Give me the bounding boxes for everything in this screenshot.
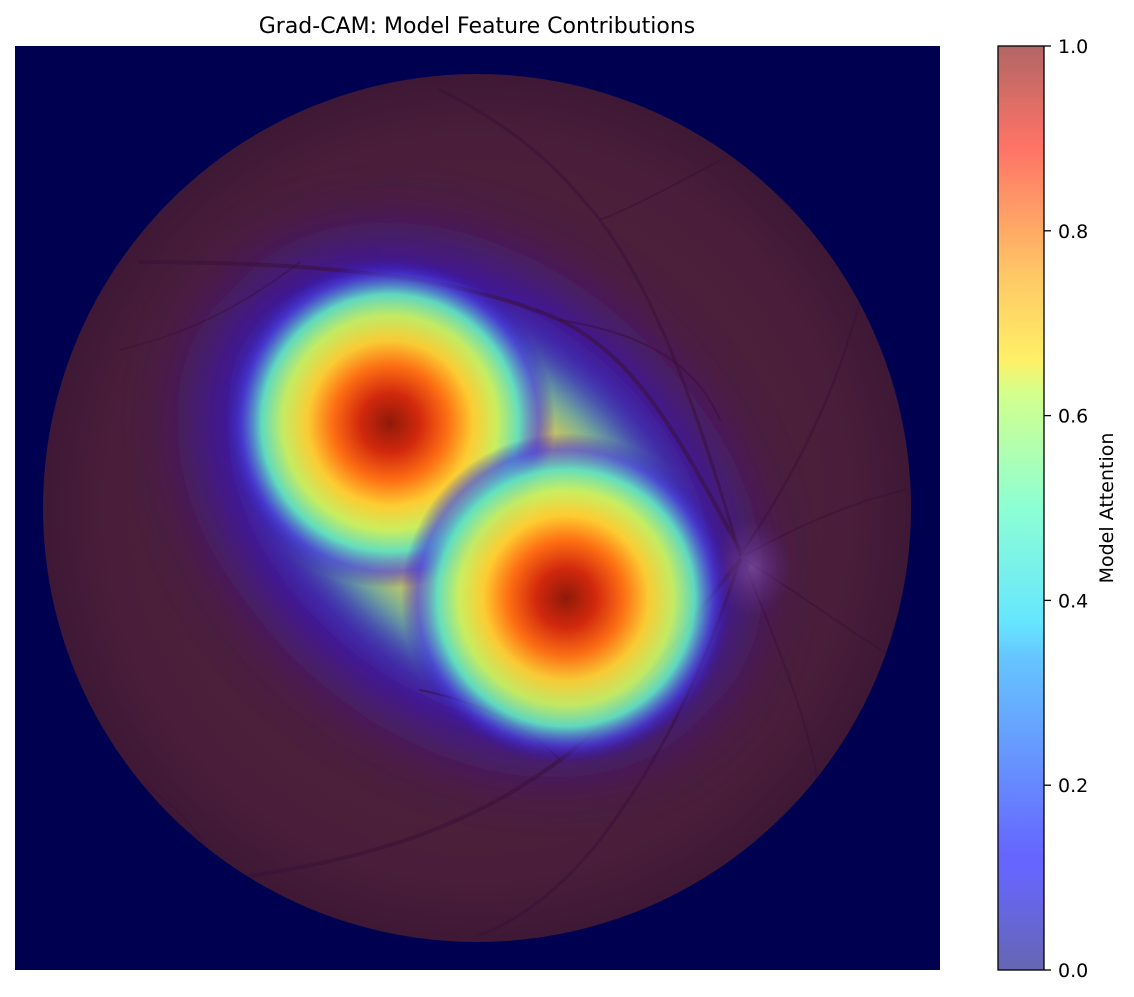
colorbar-ticks: 0.0 0.2 0.4 0.6 0.8 1.0 (1044, 36, 1088, 982)
colorbar-label: Model Attention (1096, 433, 1118, 584)
colorbar: 0.0 0.2 0.4 0.6 0.8 1.0 Model Attention (997, 36, 1118, 982)
colorbar-frame (997, 45, 1045, 971)
heatmap-image (15, 46, 940, 970)
chart-title: Grad-CAM: Model Feature Contributions (259, 14, 696, 39)
colorbar-tick-label: 0.8 (1058, 221, 1088, 243)
colorbar-tick-label: 0.2 (1058, 775, 1088, 797)
attention-peak (401, 433, 731, 763)
optic-disc (712, 518, 792, 618)
colorbar-tick-label: 0.0 (1058, 960, 1088, 982)
attention-peaks (225, 258, 731, 763)
colorbar-gradient (998, 46, 1044, 970)
colorbar-tick-label: 1.0 (1058, 36, 1088, 58)
colorbar-tick-label: 0.4 (1058, 590, 1088, 612)
colorbar-tick-label: 0.6 (1058, 406, 1088, 428)
